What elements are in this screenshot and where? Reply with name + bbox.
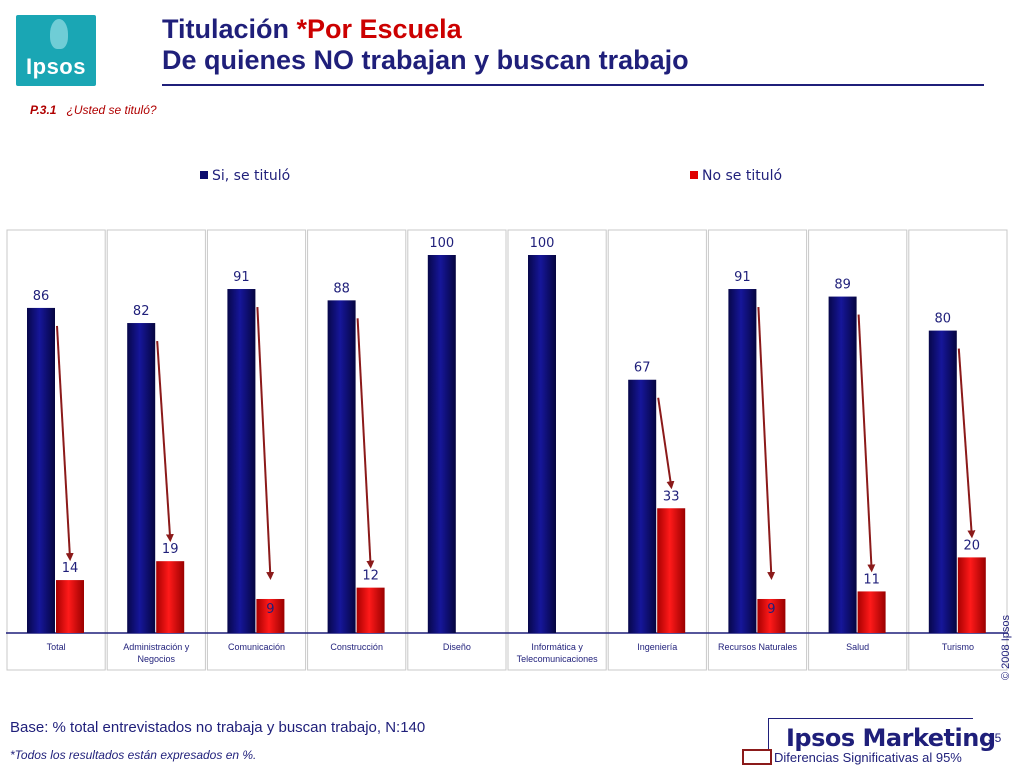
bar-series2 [256,598,285,633]
data-label-series2: 33 [663,489,680,504]
category-label: Comunicación [228,642,285,652]
data-label-series1: 80 [935,312,952,327]
bar-chart: Total 86 14 Administración y Negocios 82 19 Com… [6,229,1008,671]
question-label: P.3.1 ¿Usted se tituló? [30,103,157,117]
data-label-series1: 88 [333,281,350,296]
footnote: *Todos los resultados están expresados e… [10,748,257,762]
significance-arrow [957,348,976,539]
data-label-series2: 19 [162,542,179,557]
category-label: Telecomunicaciones [517,654,599,664]
bar-series2 [56,580,84,633]
data-label-series1: 89 [834,278,851,293]
significance-arrow [256,306,275,580]
category-label: Administración y [123,642,190,652]
significance-arrow [56,325,74,562]
page-title: Titulación *Por Escuela De quienes NO tr… [162,14,689,76]
brand-label: Ipsos Marketing [786,724,996,752]
ipsos-logo: Ipsos [16,15,96,86]
bar-series1 [528,255,556,633]
copyright: © 2008 Ipsos [1000,615,1012,680]
title-line2: De quienes NO trabajan y buscan trabajo [162,45,689,75]
bar-series2 [156,561,185,633]
bar-series2 [957,557,986,633]
data-label-series2: 14 [62,561,79,576]
title-part2: *Por Escuela [296,14,462,44]
category-label: Negocios [138,654,176,664]
brand-box [768,718,973,749]
category-label: Ingeniería [637,642,677,652]
legend-series2: No se tituló [690,168,782,184]
bar-series1 [27,307,55,633]
bar-series2 [657,508,686,633]
significance-arrow [757,306,776,580]
data-label-series1: 91 [233,270,250,285]
bar-series1 [628,379,657,633]
logo-text: Ipsos [26,54,86,79]
category-panel [407,229,507,671]
logo-head-icon [50,19,68,49]
category-label: Informática y [531,642,583,652]
data-label-series1: 86 [33,289,50,304]
data-label-series2: 9 [767,602,775,617]
category-label: Total [47,642,66,652]
bar-series1 [227,289,256,633]
data-label-series1: 100 [429,236,454,251]
category-label: Construcción [330,642,383,652]
bar-series2 [857,591,886,633]
bar-series2 [757,598,786,633]
legend-series1: Si, se tituló [200,168,290,184]
bar-series1 [828,296,857,633]
data-label-series2: 11 [863,572,880,587]
category-label: Salud [846,642,869,652]
category-panel [707,229,808,671]
legend-swatch-series1 [200,171,208,179]
bar-series1 [427,255,456,633]
significance-arrow [857,314,876,573]
significance-arrow [356,318,375,569]
significance-arrow [156,340,174,543]
data-label-series2: 20 [964,538,981,553]
question-text: ¿Usted se tituló? [66,103,157,117]
question-code: P.3.1 [30,103,57,117]
title-rule [162,84,984,86]
data-label-series2: 12 [362,569,379,584]
data-label-series1: 91 [734,270,751,285]
significance-arrow [657,397,675,490]
data-label-series1: 67 [634,361,651,376]
category-label: Turismo [942,642,974,652]
significance-legend-box [742,749,772,765]
page-number: 35 [988,731,1002,745]
data-label-series2: 9 [266,602,274,617]
bar-series1 [728,289,757,633]
bar-series1 [327,300,356,633]
data-label-series1: 100 [530,236,555,251]
data-label-series1: 82 [133,304,150,319]
category-label: Diseño [443,642,471,652]
bar-series1 [127,323,156,633]
legend-swatch-series2 [690,171,698,179]
category-panel [507,229,607,671]
significance-label: Diferencias Significativas al 95% [774,750,962,765]
base-note: Base: % total entrevistados no trabaja y… [10,719,426,736]
bar-series2 [356,587,385,633]
category-panel [206,229,307,671]
title-part1: Titulación [162,14,297,44]
category-label: Recursos Naturales [718,642,798,652]
legend-label-series1: Si, se tituló [212,168,291,184]
bar-series1 [928,330,957,633]
legend-label-series2: No se tituló [702,168,783,184]
